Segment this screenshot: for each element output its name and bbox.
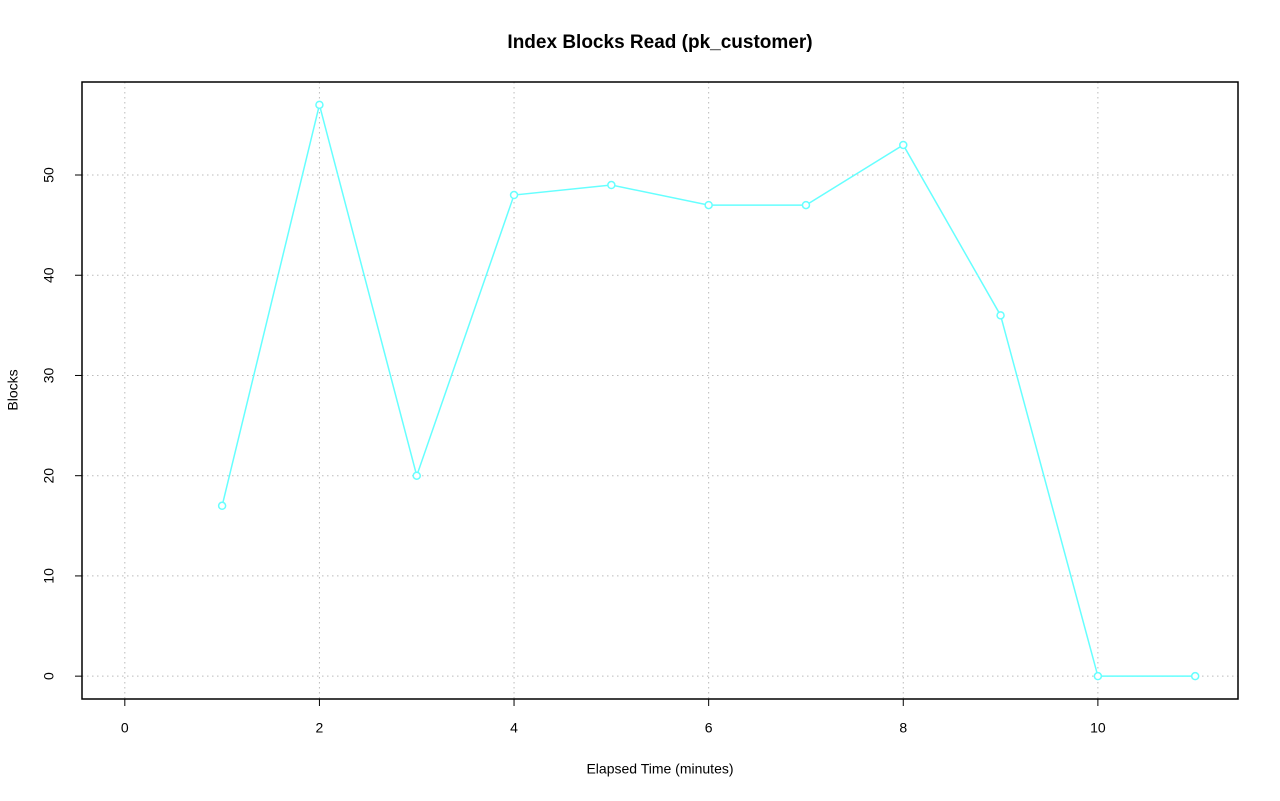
x-tick-label: 10 <box>1090 720 1106 736</box>
y-tick-label: 10 <box>41 568 57 584</box>
data-point <box>509 190 519 200</box>
x-axis-label: Elapsed Time (minutes) <box>586 761 733 777</box>
data-point <box>1190 671 1200 681</box>
y-tick-label: 0 <box>41 672 57 680</box>
data-point <box>315 100 324 110</box>
data-point <box>801 200 811 210</box>
chart-title: Index Blocks Read (pk_customer) <box>507 32 812 53</box>
y-tick-label: 30 <box>41 367 57 383</box>
data-point <box>607 180 616 190</box>
data-point <box>996 311 1005 320</box>
data-point <box>412 471 421 480</box>
y-tick-label: 50 <box>41 167 57 183</box>
x-tick-label: 6 <box>705 720 713 736</box>
data-point <box>704 200 713 210</box>
data-point <box>899 140 908 150</box>
data-point <box>217 501 227 511</box>
x-tick-label: 8 <box>899 720 907 736</box>
y-tick-label: 20 <box>41 468 57 484</box>
y-tick-label: 40 <box>41 267 57 283</box>
plot-frame <box>81 81 1239 700</box>
x-tick-label: 2 <box>316 720 324 736</box>
x-tick-label: 4 <box>510 720 518 736</box>
y-axis-label: Blocks <box>5 369 21 410</box>
data-point <box>1093 671 1103 681</box>
x-tick-label: 0 <box>121 720 129 736</box>
